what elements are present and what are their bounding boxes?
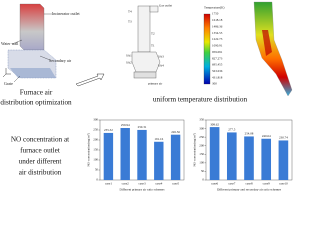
- value-label: 250.31: [138, 125, 147, 129]
- x-axis-label: Different primary and secondary air rati…: [217, 188, 282, 192]
- y-axis-label: NO concentration(mg/m³): [87, 133, 91, 166]
- colorbar-tick: 827.273: [212, 56, 223, 60]
- value-label: 308.62: [210, 122, 219, 126]
- colorbar-tick: 1354.55: [212, 31, 223, 35]
- bar: [278, 140, 289, 180]
- furnace-label: Grate: [4, 81, 13, 86]
- y-tick-label: 200: [199, 143, 204, 147]
- y-tick-label: 50: [95, 168, 99, 172]
- y-tick-label: 350: [199, 118, 204, 122]
- colorbar-tick: 695.455: [212, 63, 223, 67]
- schematic-label: T4: [128, 10, 132, 14]
- x-tick-label: case7: [228, 182, 235, 186]
- bar: [261, 138, 272, 180]
- colorbar-tick: 300: [212, 82, 217, 86]
- arrow: [75, 73, 105, 87]
- value-label: 240.64: [262, 134, 271, 138]
- bar: [137, 129, 147, 180]
- x-tick-label: case6: [211, 182, 218, 186]
- x-tick-label: case8: [245, 182, 252, 186]
- colorbar-tick: 1222.73: [212, 37, 223, 41]
- schematic-label: SA2: [126, 61, 132, 65]
- value-label: 259.94: [121, 123, 130, 127]
- bar: [226, 132, 237, 180]
- caption: under different: [19, 158, 62, 166]
- value-label: 230.74: [279, 136, 288, 140]
- x-tick-label: case5: [172, 182, 179, 186]
- colorbar-tick: 1486.36: [212, 24, 223, 28]
- x-tick-label: case10: [279, 182, 288, 186]
- caption: NO concentration at: [11, 136, 69, 144]
- bar: [120, 128, 130, 180]
- y-tick-label: 100: [199, 161, 204, 165]
- bar: [170, 134, 181, 180]
- schematic-label: T3: [128, 20, 132, 24]
- schematic-label: T2: [151, 32, 155, 36]
- y-tick-label: 150: [199, 152, 204, 156]
- caption: uniform temperature distribution: [153, 96, 248, 104]
- furnace-label: Secondary air: [49, 58, 72, 63]
- colorbar-tick: 1090.91: [212, 44, 223, 48]
- temperature-contour: [253, 1, 293, 97]
- colorbar-tick: 959.091: [212, 50, 223, 54]
- x-tick-label: case1: [105, 182, 112, 186]
- schematic-label: SA1: [126, 54, 132, 58]
- x-tick-label: case2: [122, 182, 129, 186]
- y-tick-label: 300: [199, 126, 204, 130]
- colorbar-tick: 563.636: [212, 69, 223, 73]
- schematic-label: SA3: [158, 55, 164, 59]
- caption: distribution optimization: [0, 99, 72, 107]
- caption: Furnace air: [20, 89, 53, 97]
- caption: furnace outlet: [20, 147, 60, 155]
- schematic-label: SA4: [158, 64, 164, 68]
- y-axis-label: NO concentration(mg/m³): [193, 133, 197, 166]
- y-tick-label: 50: [201, 169, 205, 173]
- x-tick-label: case4: [155, 182, 162, 186]
- furnace-3d: [2, 3, 57, 83]
- x-tick-label: case9: [263, 182, 270, 186]
- bar: [103, 132, 114, 180]
- x-axis-label: Different primary air ratio schemes: [120, 188, 166, 192]
- schematic-label: T1: [151, 44, 155, 48]
- bar: [244, 136, 254, 180]
- x-tick-label: case3: [138, 182, 145, 186]
- value-label: 235.32: [104, 128, 113, 132]
- y-tick-label: 250: [93, 128, 98, 132]
- y-tick-label: 150: [93, 148, 98, 152]
- colorbar-tick: 1618.18: [212, 18, 223, 22]
- caption: air distribution: [19, 169, 62, 177]
- furnace-label: Water wall: [1, 41, 19, 46]
- colorbar: [203, 13, 211, 85]
- y-tick-label: 0: [96, 178, 98, 182]
- bar: [154, 141, 164, 180]
- schematic-label: primary air: [148, 82, 163, 86]
- value-label: 226.56: [171, 130, 180, 134]
- value-label: 254.08: [245, 132, 254, 136]
- bar: [209, 127, 220, 180]
- y-tick-label: 0: [202, 178, 204, 182]
- value-label: 277.5: [228, 128, 236, 132]
- colorbar-tick: 1750: [212, 12, 219, 16]
- y-tick-label: 250: [199, 135, 204, 139]
- colorbar-tick: 431.818: [212, 75, 223, 79]
- y-tick-label: 100: [93, 158, 98, 162]
- y-tick-label: 300: [93, 118, 98, 122]
- graphical-abstract: Incinerator outlet Water wall Secondary …: [0, 1, 293, 192]
- value-label: 191.16: [154, 137, 163, 141]
- schematic-label: Gas outlet: [159, 4, 172, 8]
- y-tick-label: 200: [93, 138, 98, 142]
- furnace-schematic: [131, 5, 161, 79]
- colorbar-title: Temperature(K): [204, 6, 224, 10]
- furnace-label: Incinerator outlet: [52, 11, 81, 16]
